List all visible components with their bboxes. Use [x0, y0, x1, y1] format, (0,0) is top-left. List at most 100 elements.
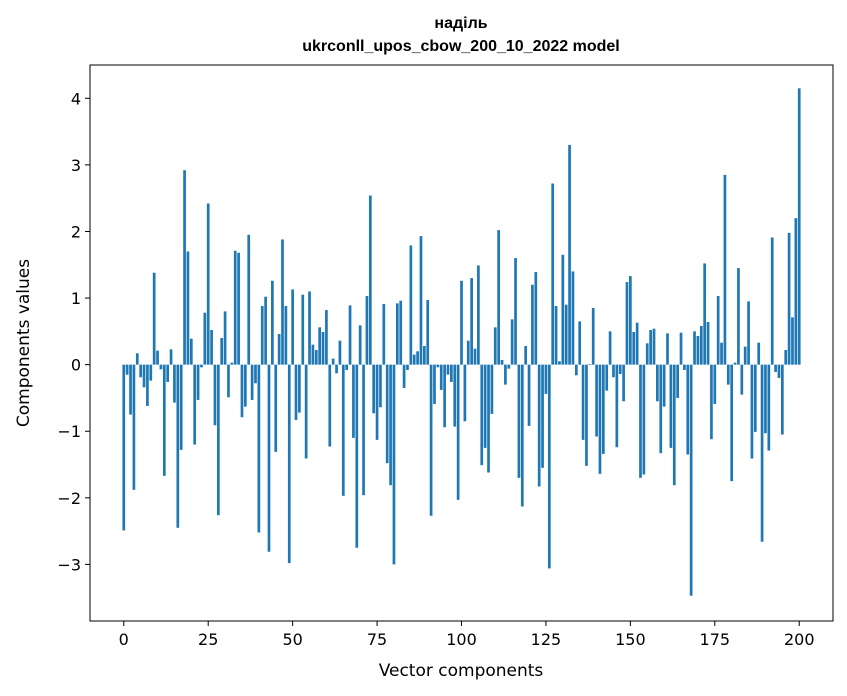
- bar: [156, 350, 159, 365]
- bar: [743, 346, 747, 365]
- bar: [375, 364, 379, 440]
- bar: [777, 364, 781, 378]
- bar: [389, 364, 392, 486]
- bar: [747, 301, 750, 365]
- bar: [652, 328, 656, 365]
- bar: [321, 332, 325, 365]
- x-tick-label: 200: [784, 630, 815, 649]
- bar: [659, 364, 663, 454]
- bar: [402, 364, 406, 388]
- bar: [267, 364, 271, 552]
- bar: [490, 364, 494, 414]
- bar: [564, 304, 568, 365]
- bar: [206, 203, 210, 365]
- bar: [179, 364, 183, 450]
- bar: [284, 306, 288, 365]
- bar: [237, 252, 240, 365]
- bar: [433, 364, 436, 404]
- chart-title-line2: ukrconll_upos_cbow_200_10_2022 model: [302, 38, 619, 55]
- bar: [500, 359, 504, 365]
- bar: [406, 364, 409, 370]
- bar: [531, 284, 534, 365]
- bar: [534, 272, 538, 365]
- bar: [240, 364, 244, 418]
- bar: [287, 364, 291, 564]
- bar: [649, 330, 652, 365]
- bar: [585, 364, 588, 466]
- bar: [787, 232, 791, 365]
- bar: [547, 364, 551, 569]
- bar: [679, 332, 683, 365]
- bar: [416, 351, 419, 365]
- bar: [345, 364, 349, 370]
- bar: [551, 183, 555, 365]
- bar: [223, 311, 227, 365]
- bar: [689, 364, 693, 596]
- bar: [338, 340, 342, 365]
- bar: [578, 321, 582, 365]
- x-tick-label: 25: [198, 630, 218, 649]
- y-axis-ticks: −3 −2 −1 0 1 2 3 4: [57, 89, 90, 574]
- bar: [480, 364, 484, 466]
- bar: [162, 364, 166, 476]
- y-tick-label: 0: [71, 356, 81, 375]
- bar: [669, 364, 673, 448]
- bar: [203, 312, 207, 365]
- bar: [703, 263, 707, 365]
- bar: [581, 364, 585, 440]
- bar: [264, 296, 267, 365]
- bar: [314, 349, 318, 365]
- bar: [696, 336, 700, 365]
- bar: [409, 245, 413, 365]
- bar: [152, 272, 156, 365]
- y-tick-label: −1: [57, 422, 81, 441]
- bar: [683, 364, 686, 370]
- bar: [382, 304, 386, 365]
- bar: [764, 364, 767, 434]
- bar: [456, 364, 460, 500]
- bar: [666, 333, 669, 365]
- bar: [372, 364, 376, 414]
- bar: [642, 364, 646, 475]
- bar: [352, 364, 355, 438]
- bar: [750, 364, 754, 459]
- bar: [247, 234, 251, 365]
- bar: [629, 276, 632, 365]
- bar: [311, 344, 315, 365]
- bar: [271, 280, 274, 365]
- bar: [466, 340, 470, 365]
- bar: [358, 325, 362, 365]
- bar: [622, 364, 625, 402]
- bar: [146, 364, 149, 406]
- bar: [254, 364, 257, 384]
- bar: [230, 362, 234, 365]
- bar: [740, 364, 744, 395]
- bar: [419, 236, 423, 365]
- x-tick-label: 0: [119, 630, 129, 649]
- bar: [443, 364, 446, 428]
- bar: [676, 364, 679, 398]
- bar: [656, 364, 659, 402]
- bar: [142, 364, 146, 388]
- bar: [767, 364, 771, 451]
- bar: [365, 296, 369, 365]
- bar: [186, 251, 190, 365]
- bar: [348, 305, 352, 365]
- bar: [493, 327, 497, 365]
- bar: [791, 317, 794, 365]
- bar: [612, 364, 615, 378]
- bar: [497, 230, 500, 365]
- bar: [591, 308, 595, 365]
- bar: [615, 364, 619, 448]
- bar: [132, 364, 136, 490]
- bar: [510, 319, 514, 365]
- bar: [537, 364, 541, 487]
- bar: [588, 363, 592, 365]
- bar: [200, 364, 203, 368]
- bar: [544, 364, 548, 394]
- bar: [183, 170, 186, 365]
- bar: [730, 364, 734, 482]
- bar: [470, 278, 473, 365]
- bar: [780, 364, 784, 435]
